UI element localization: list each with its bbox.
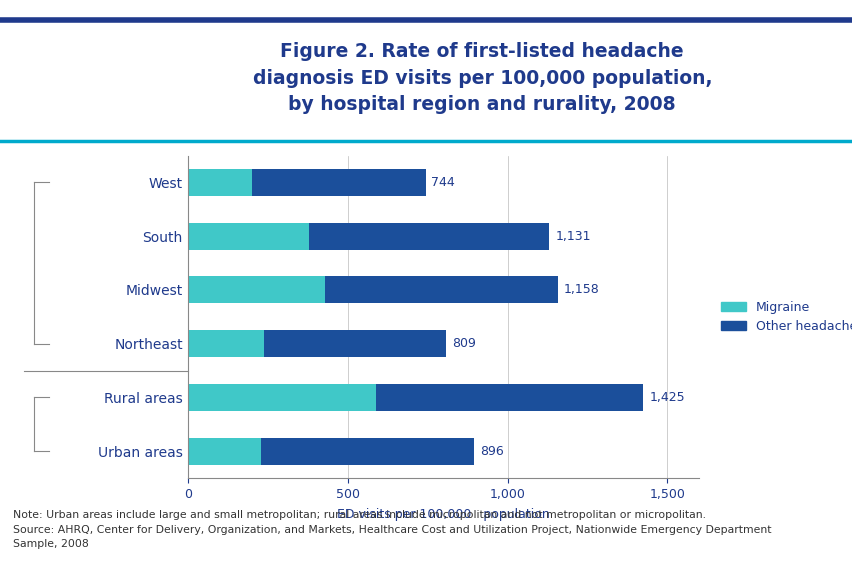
Bar [187, 438, 261, 465]
Bar [187, 169, 251, 196]
Text: Figure 2. Rate of first-listed headache
diagnosis ED visits per 100,000 populati: Figure 2. Rate of first-listed headache … [252, 42, 711, 114]
Text: 809: 809 [452, 337, 475, 350]
Bar [187, 384, 376, 411]
Bar [187, 330, 264, 357]
Bar [187, 223, 308, 249]
Bar [187, 276, 325, 304]
Bar [325, 276, 557, 304]
Bar [308, 223, 549, 249]
Bar [264, 330, 446, 357]
Bar [376, 384, 642, 411]
Text: 1,425: 1,425 [648, 391, 684, 404]
Text: 896: 896 [480, 445, 504, 458]
X-axis label: ED visits per 100,000   population: ED visits per 100,000 population [337, 508, 550, 521]
Text: Note: Urban areas include large and small metropolitan; rural areas include micr: Note: Urban areas include large and smal… [13, 510, 770, 550]
Bar [261, 438, 474, 465]
Text: AHRQ: AHRQ [51, 59, 119, 79]
Text: Advancing
Excellence in
Health Care: Advancing Excellence in Health Care [57, 92, 113, 123]
Text: 1,131: 1,131 [555, 230, 590, 242]
Bar [251, 169, 425, 196]
Text: 1,158: 1,158 [563, 283, 599, 297]
Text: 744: 744 [431, 176, 455, 189]
Legend: Migraine, Other headache: Migraine, Other headache [715, 295, 852, 338]
